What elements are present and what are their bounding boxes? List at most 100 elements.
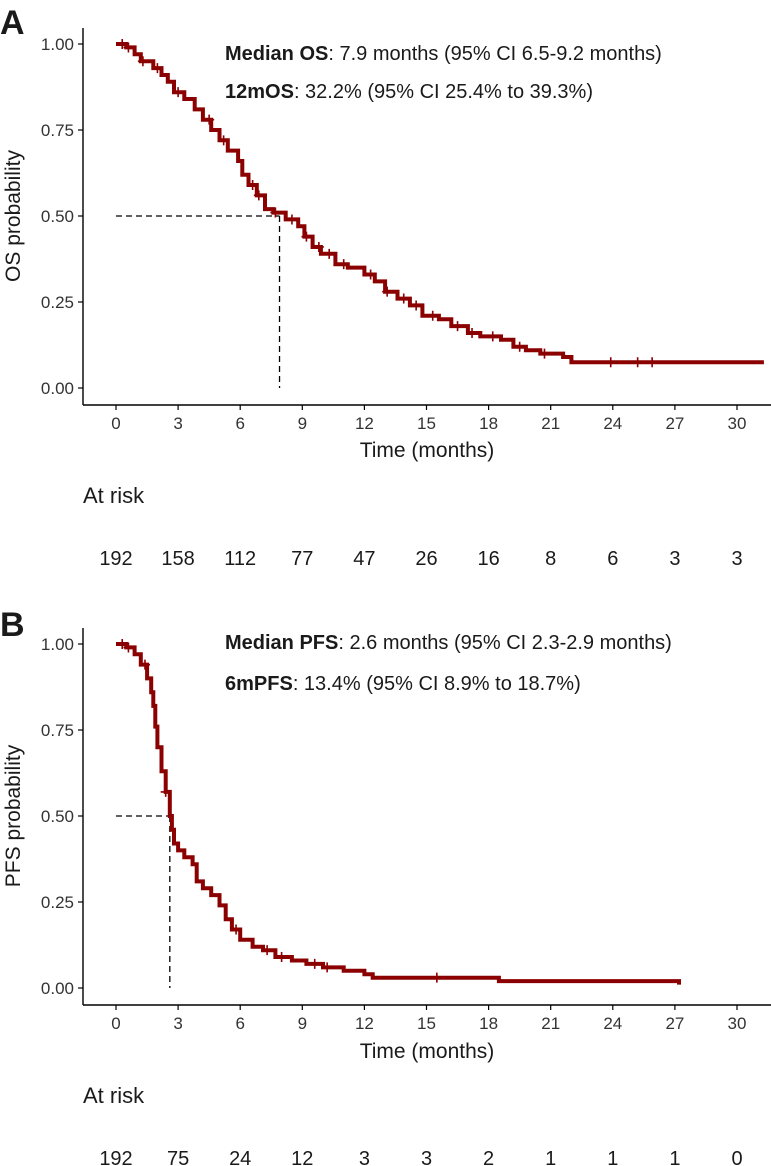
at-risk-count: 3 (731, 548, 742, 570)
at-risk-count: 16 (477, 548, 499, 570)
censor-mark (262, 945, 273, 956)
censor-mark (123, 42, 134, 53)
y-tick-label: 0.75 (41, 721, 74, 740)
x-tick-label: 27 (665, 414, 684, 433)
y-tick-label: 1.00 (41, 635, 74, 654)
at-risk-title-a: At risk (83, 483, 145, 508)
x-tick-label: 6 (235, 1014, 244, 1033)
y-axis-title-a: OS probability (2, 150, 25, 282)
censor-mark (276, 952, 287, 963)
x-tick-label: 24 (603, 1014, 622, 1033)
y-tick-label: 1.00 (41, 35, 74, 54)
median-lines-a (116, 215, 281, 388)
y-tick-label: 0.75 (41, 121, 74, 140)
median-lines-b (116, 815, 171, 988)
censor-mark (253, 190, 264, 201)
x-tick-label: 3 (173, 414, 182, 433)
censor-mark (218, 135, 229, 146)
x-tick-label: 24 (603, 414, 622, 433)
at-risk-count: 3 (359, 1148, 370, 1166)
at-risk-count: 0 (731, 1148, 742, 1166)
at-risk-count: 47 (353, 548, 375, 570)
panel-b: B PFS probability 0.00 0.25 0.50 0.75 1.00 0… (0, 606, 771, 1166)
censor-mark (431, 972, 442, 983)
y-tick-label: 0.00 (41, 979, 74, 998)
censor-mark (247, 180, 258, 191)
x-ticks-a: 0 3 6 9 12 15 18 21 24 27 30 (111, 405, 746, 433)
x-tick-label: 0 (111, 1014, 120, 1033)
censor-mark (160, 786, 171, 797)
censor-mark (139, 659, 150, 670)
at-risk-count: 3 (421, 1148, 432, 1166)
x-tick-label: 30 (728, 414, 747, 433)
censor-mark (173, 87, 184, 98)
x-axis-title-a: Time (months) (360, 439, 495, 462)
x-tick-label: 18 (479, 414, 498, 433)
censor-mark (137, 56, 148, 67)
censor-mark (487, 331, 498, 342)
x-tick-label: 15 (417, 1014, 436, 1033)
at-risk-count: 12 (291, 1148, 313, 1166)
x-tick-label: 21 (541, 1014, 560, 1033)
x-tick-label: 6 (235, 414, 244, 433)
at-risk-count: 1 (607, 1148, 618, 1166)
panel-label-a: A (0, 4, 25, 42)
at-risk-count: 75 (167, 1148, 189, 1166)
censor-mark (117, 39, 128, 49)
at-risk-title-b: At risk (83, 1083, 145, 1108)
censor-mark (117, 639, 128, 649)
censor-mark (365, 269, 376, 280)
at-risk-count: 1 (545, 1148, 556, 1166)
x-axis-title-b: Time (months) (360, 1040, 495, 1063)
annotation-landmark-a: 12mOS: 32.2% (95% CI 25.4% to 39.3%) (225, 81, 593, 103)
km-curve-b (116, 639, 681, 985)
at-risk-count: 26 (415, 548, 437, 570)
x-tick-label: 30 (728, 1014, 747, 1033)
x-tick-label: 15 (417, 414, 436, 433)
x-tick-label: 18 (479, 1014, 498, 1033)
y-ticks-b: 0.00 0.25 0.50 0.75 1.00 (41, 635, 83, 998)
at-risk-row-b: 192 75 24 12 3 3 2 1 1 1 0 (99, 1148, 742, 1166)
y-tick-label: 0.25 (41, 893, 74, 912)
survival-curve (116, 642, 681, 985)
at-risk-row-a: 192 158 112 77 47 26 16 8 6 3 3 (99, 548, 742, 570)
at-risk-count: 24 (229, 1148, 251, 1166)
x-tick-label: 0 (111, 414, 120, 433)
censor-mark (398, 293, 409, 304)
censor-mark (411, 300, 422, 311)
y-ticks-a: 0.00 0.25 0.50 0.75 1.00 (41, 35, 83, 398)
censor-mark (322, 962, 333, 973)
censor-mark (452, 321, 463, 332)
censor-mark (647, 357, 658, 368)
censor-mark (605, 357, 616, 368)
annotation-median-a: Median OS: 7.9 months (95% CI 6.5-9.2 mo… (225, 43, 662, 65)
censor-mark (324, 248, 335, 259)
censor-mark (313, 241, 324, 252)
censor-mark (539, 348, 550, 359)
x-tick-label: 9 (298, 1014, 307, 1033)
at-risk-count: 8 (545, 548, 556, 570)
censor-mark (427, 310, 438, 321)
censor-mark (338, 259, 349, 270)
km-curve-a (116, 39, 764, 368)
at-risk-count: 158 (161, 548, 194, 570)
at-risk-count: 1 (669, 1148, 680, 1166)
censor-mark (270, 207, 281, 218)
x-tick-label: 3 (173, 1014, 182, 1033)
y-axis-title-b: PFS probability (2, 744, 25, 887)
at-risk-count: 112 (224, 548, 256, 570)
annotation-median-b: Median PFS: 2.6 months (95% CI 2.3-2.9 m… (225, 632, 672, 654)
censor-mark (231, 924, 242, 935)
at-risk-count: 77 (291, 548, 313, 570)
x-tick-label: 9 (298, 414, 307, 433)
censor-mark (467, 327, 478, 338)
x-ticks-b: 0 3 6 9 12 15 18 21 24 27 30 (111, 1005, 746, 1033)
censor-mark (286, 214, 297, 225)
x-tick-label: 21 (541, 414, 560, 433)
censor-mark (309, 958, 320, 969)
censor-mark (301, 231, 312, 242)
panel-label-b: B (0, 606, 25, 644)
x-tick-label: 27 (665, 1014, 684, 1033)
at-risk-count: 6 (607, 548, 618, 570)
at-risk-count: 192 (99, 548, 132, 570)
